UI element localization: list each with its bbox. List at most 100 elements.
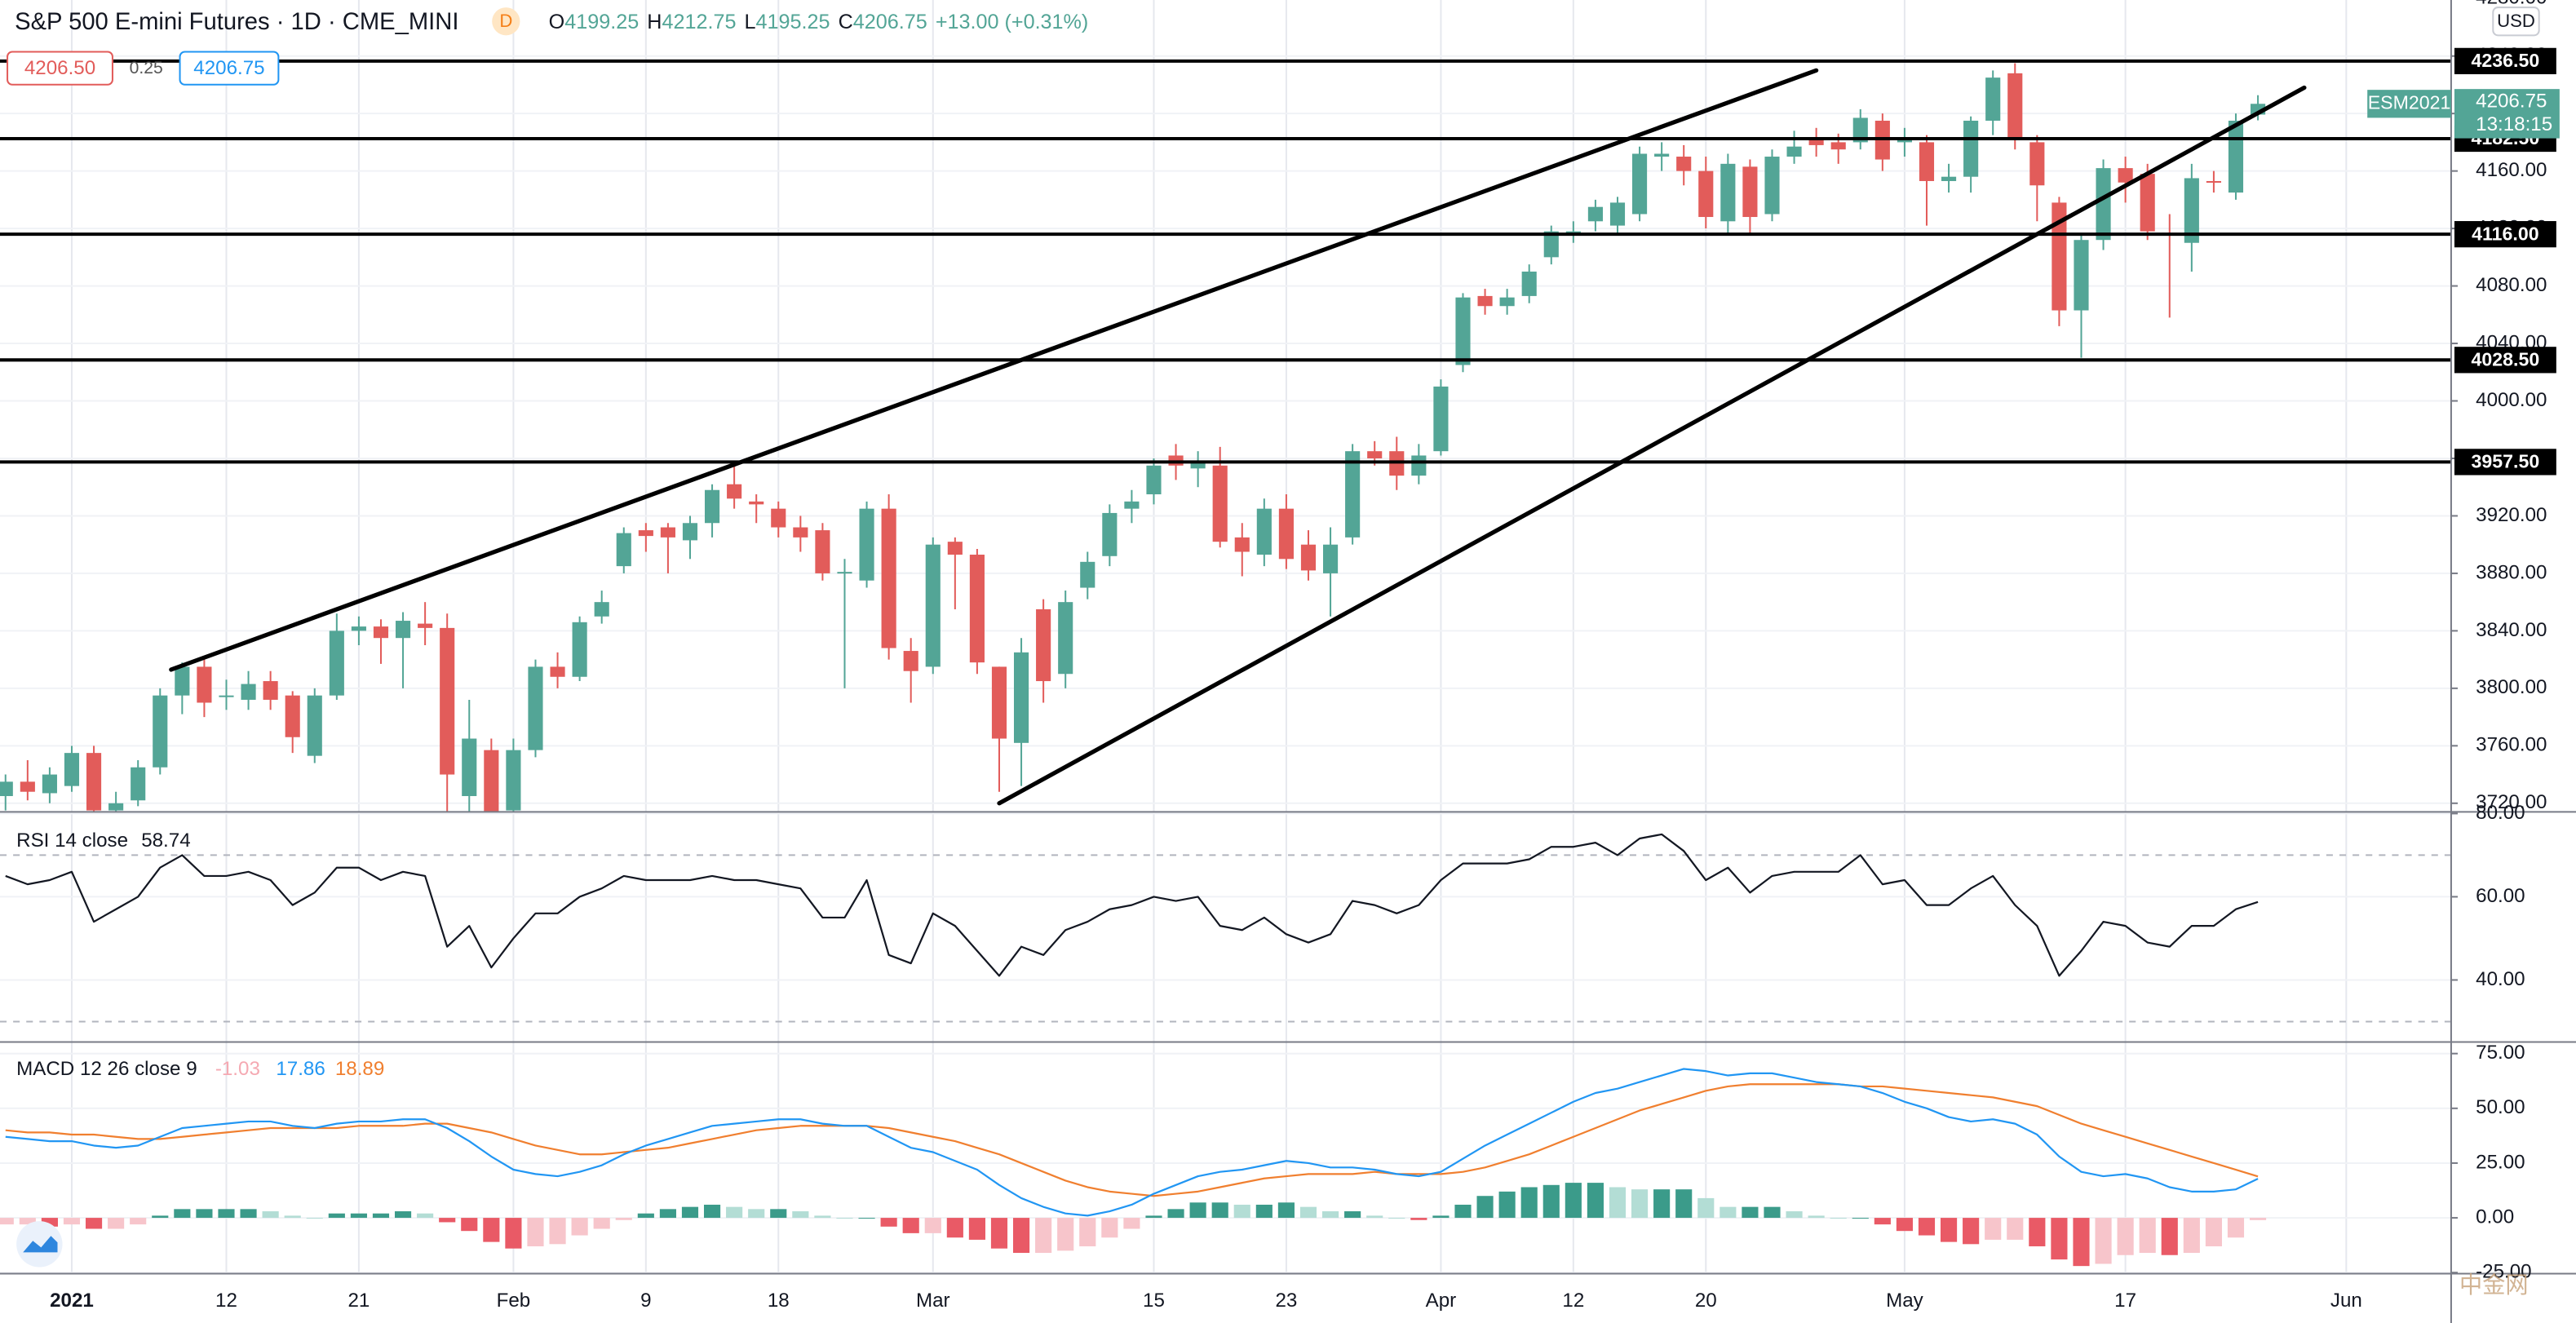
macd-panel: [0, 1068, 2267, 1267]
candle-body: [42, 774, 57, 794]
candle-body: [1499, 297, 1515, 307]
y-tick-label: 3800.00: [2476, 676, 2547, 698]
y-tick-label: 3720.00: [2476, 791, 2547, 813]
histogram-bar: [1543, 1184, 1560, 1219]
histogram-bar: [1321, 1211, 1339, 1219]
histogram-bar: [1366, 1215, 1383, 1219]
histogram-bar: [1299, 1206, 1317, 1219]
candle-body: [1565, 231, 1581, 233]
histogram-bar: [2095, 1218, 2112, 1264]
histogram-bar: [2051, 1218, 2068, 1260]
y-tick-label: 25.00: [2476, 1151, 2525, 1173]
candle-body: [2206, 180, 2221, 183]
histogram-bar: [681, 1206, 699, 1219]
symbol-title: S&P 500 E-mini Futures · 1D · CME_MINI: [15, 9, 458, 35]
candle-body: [307, 695, 322, 756]
candle-body: [1411, 455, 1427, 476]
candle-body: [2096, 168, 2111, 241]
candle-body: [1897, 139, 1912, 143]
histogram-bar: [770, 1209, 787, 1219]
histogram-bar: [306, 1218, 323, 1219]
x-tick-label: 15: [1143, 1290, 1165, 1312]
y-tick-label: 4160.00: [2476, 159, 2547, 181]
candle-body: [351, 626, 366, 631]
candle-body: [903, 651, 918, 671]
buy-box[interactable]: [179, 51, 280, 86]
x-tick-label: 12: [1562, 1290, 1584, 1312]
histogram-bar: [1940, 1218, 1958, 1242]
histogram-bar: [968, 1218, 985, 1240]
candle-body: [1345, 451, 1361, 538]
histogram-bar: [1123, 1218, 1140, 1229]
currency-box[interactable]: [2492, 7, 2540, 37]
candle-body: [1786, 146, 1802, 157]
histogram-bar: [1498, 1191, 1516, 1219]
candle-body: [108, 803, 124, 811]
candle-body: [1124, 501, 1140, 509]
level-label: 4236.50: [2472, 50, 2540, 71]
histogram-bar: [1675, 1189, 1693, 1219]
candle-body: [484, 750, 499, 812]
candle-body: [2052, 202, 2067, 311]
candle-body: [1720, 163, 1736, 222]
ohlc-value: 4195.25: [756, 11, 830, 33]
x-tick-label: 2021: [50, 1290, 94, 1312]
histogram-bar: [1145, 1215, 1162, 1219]
histogram-bar: [1653, 1189, 1671, 1219]
candle-body: [175, 666, 190, 696]
x-tick-label: 9: [640, 1290, 651, 1312]
header: S&P 500 E-mini Futures · 1D · CME_MINI D…: [7, 7, 2540, 1298]
histogram-bar: [2029, 1218, 2046, 1246]
histogram-bar: [1852, 1218, 1869, 1219]
ask[interactable]: 4206.75: [193, 57, 264, 79]
sell-box[interactable]: [7, 51, 113, 86]
level-label: 3957.50: [2472, 451, 2540, 472]
axes: 2021 12 21 Feb 9 18 Mar 15 23 Apr 12 20 May 17 Jun 3720…: [50, 0, 2560, 1312]
x-tick-label: Mar: [916, 1290, 950, 1312]
y-tick-label: 3920.00: [2476, 504, 2547, 526]
x-tick-label: Jun: [2330, 1290, 2362, 1312]
histogram-bar: [1631, 1189, 1649, 1219]
candle-body: [462, 738, 477, 796]
candle-body: [1654, 153, 1670, 157]
macd-line: [5, 1068, 2259, 1217]
x-tick-label: Apr: [1426, 1290, 1457, 1312]
y-tick-label: 3840.00: [2476, 619, 2547, 641]
histogram-bar: [726, 1206, 743, 1219]
level-label: 4028.50: [2472, 348, 2540, 369]
last-price-box: [2454, 89, 2560, 139]
candle-body: [1013, 652, 1029, 743]
y-tick-label: 4000.00: [2476, 389, 2547, 411]
symbol-tag: [2367, 90, 2451, 118]
candle-body: [2118, 168, 2133, 183]
candle-body: [1543, 231, 1559, 258]
histogram-bar: [483, 1218, 500, 1242]
histogram-bar: [902, 1218, 919, 1233]
symbol-label: ESM2021: [2368, 91, 2451, 113]
candle-body: [1146, 465, 1162, 495]
histogram-bar: [1167, 1209, 1184, 1219]
logo[interactable]: [16, 1221, 63, 1268]
candle-body: [771, 508, 786, 528]
histogram-bar: [196, 1209, 213, 1219]
ohlc-key: H: [647, 11, 662, 33]
candle-body: [153, 695, 168, 768]
histogram-bar: [792, 1211, 809, 1219]
bid[interactable]: 4206.50: [24, 57, 95, 79]
histogram-bar: [63, 1218, 81, 1225]
candle-body: [704, 489, 720, 524]
histogram-bar: [1808, 1215, 1825, 1219]
candle-body: [682, 523, 698, 541]
histogram-bar: [130, 1218, 147, 1225]
histogram-bar: [1742, 1206, 1759, 1219]
ohlc-value: 4199.25: [564, 11, 639, 33]
candle-body: [1587, 206, 1603, 222]
histogram-bar: [328, 1213, 345, 1219]
histogram-bar: [439, 1218, 456, 1223]
candle-body: [815, 530, 830, 573]
histogram-bar: [2007, 1218, 2024, 1240]
histogram-bar: [527, 1218, 544, 1246]
currency[interactable]: USD: [2497, 11, 2535, 31]
y-tick-label: -25.00: [2476, 1261, 2531, 1283]
